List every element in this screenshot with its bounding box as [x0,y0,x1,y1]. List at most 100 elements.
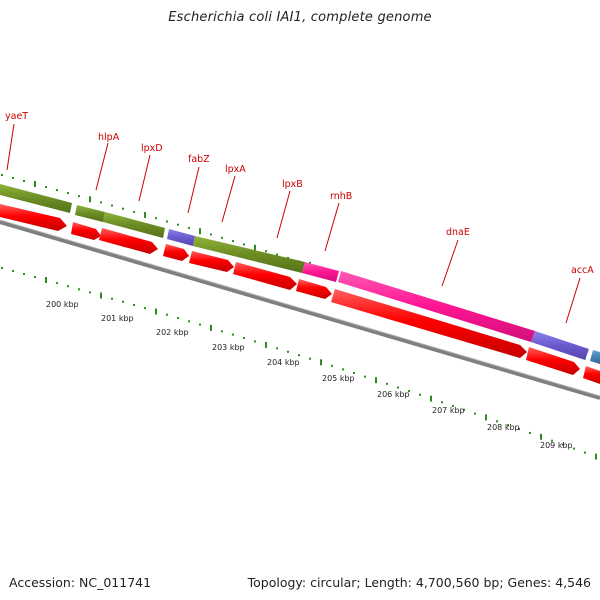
major-tick [144,212,146,218]
gene-labels: yaeT hlpA lpxD fabZ lpxA lpxB rnhB dnaE … [5,111,594,276]
minor-tick [551,439,553,442]
minor-tick [573,447,575,450]
minor-tick [562,443,564,446]
gene-next-band [590,350,600,364]
minor-tick [507,424,509,427]
scale-label: 205 kbp [322,374,355,383]
major-tick [485,414,487,421]
genome-stats-text: Topology: circular; Length: 4,700,560 bp… [247,575,591,590]
scale-labels: 200 kbp 201 kbp 202 kbp 203 kbp 204 kbp … [46,300,573,450]
minor-tick [221,330,223,333]
major-tick [100,292,102,299]
minor-tick [67,192,69,195]
minor-tick [287,256,289,259]
cds-arrow [163,244,189,261]
minor-tick [45,186,47,188]
major-tick [540,433,542,440]
minor-tick [276,347,278,350]
scale-label: 207 kbp [432,406,465,415]
major-tick [89,196,91,203]
gene-label-dnaE: dnaE [446,227,470,238]
minor-tick [188,320,190,323]
gene-label-lpxA: lpxA [225,164,246,175]
scale-tick-row [1,267,597,460]
gene-fabZ-band [167,229,195,246]
cds-arrow [99,228,158,254]
scale-label: 203 kbp [212,343,245,352]
minor-tick [254,340,256,343]
minor-tick [12,177,14,179]
minor-tick [331,364,333,367]
minor-tick [23,180,25,182]
minor-tick [397,386,399,389]
scale-label: 209 kbp [540,441,573,450]
minor-tick [529,431,531,434]
major-tick [375,377,377,384]
scale-label: 206 kbp [377,390,410,399]
minor-tick [122,300,124,303]
gene-label-hlpA: hlpA [98,132,120,143]
major-tick [320,359,322,366]
minor-tick [78,195,80,198]
minor-tick [353,372,355,374]
minor-tick [309,357,311,360]
major-tick [34,181,36,187]
minor-tick [111,297,113,300]
minor-tick [177,317,179,319]
major-tick [155,308,157,315]
minor-tick [232,240,234,243]
minor-tick [243,243,245,246]
minor-tick [496,420,498,423]
minor-tick [1,174,3,176]
minor-tick [463,408,465,411]
scale-label: 201 kbp [101,314,134,323]
minor-tick [386,382,388,385]
minor-tick [452,405,454,407]
cds-arrow [331,289,527,358]
cds-arrow [296,279,332,299]
scale-label: 202 kbp [156,328,189,337]
minor-tick [364,375,366,378]
minor-tick [111,204,113,207]
cds-track [0,204,600,384]
gene-label-lpxD: lpxD [141,143,163,154]
major-tick [430,395,432,402]
minor-tick [199,323,201,326]
major-tick [595,453,597,460]
major-tick [254,244,256,251]
minor-tick [474,412,476,415]
major-tick [210,324,212,331]
leader-lpxD [138,154,151,202]
minor-tick [89,291,91,294]
minor-tick [78,288,80,291]
minor-tick [221,236,223,239]
minor-tick [419,393,421,396]
minor-tick [23,273,25,275]
gene-label-lpxB: lpxB [282,179,303,190]
minor-tick [122,207,124,210]
minor-tick [12,270,14,272]
major-tick [45,277,47,283]
gene-label-yaeT: yaeT [5,111,28,122]
gene-lpxD-band [103,212,165,238]
gene-hlpA-band [75,205,105,222]
minor-tick [133,304,135,306]
minor-tick [1,267,3,269]
major-tick [199,228,201,235]
minor-tick [166,220,168,223]
minor-tick [188,226,190,229]
backbone-line [0,220,600,400]
leader-rnhB [324,202,340,252]
gene-lpxB-band [302,262,339,282]
minor-tick [584,451,586,454]
minor-tick [232,333,234,336]
minor-tick [408,390,410,393]
gene-lpxA-band [193,236,305,273]
gene-track [0,184,600,364]
minor-tick [155,217,157,220]
gene-rnhB-dnaE-band [338,271,535,342]
leader-hlpA [95,142,109,191]
minor-tick [441,401,443,404]
minor-tick [287,350,289,353]
minor-tick [210,233,212,236]
